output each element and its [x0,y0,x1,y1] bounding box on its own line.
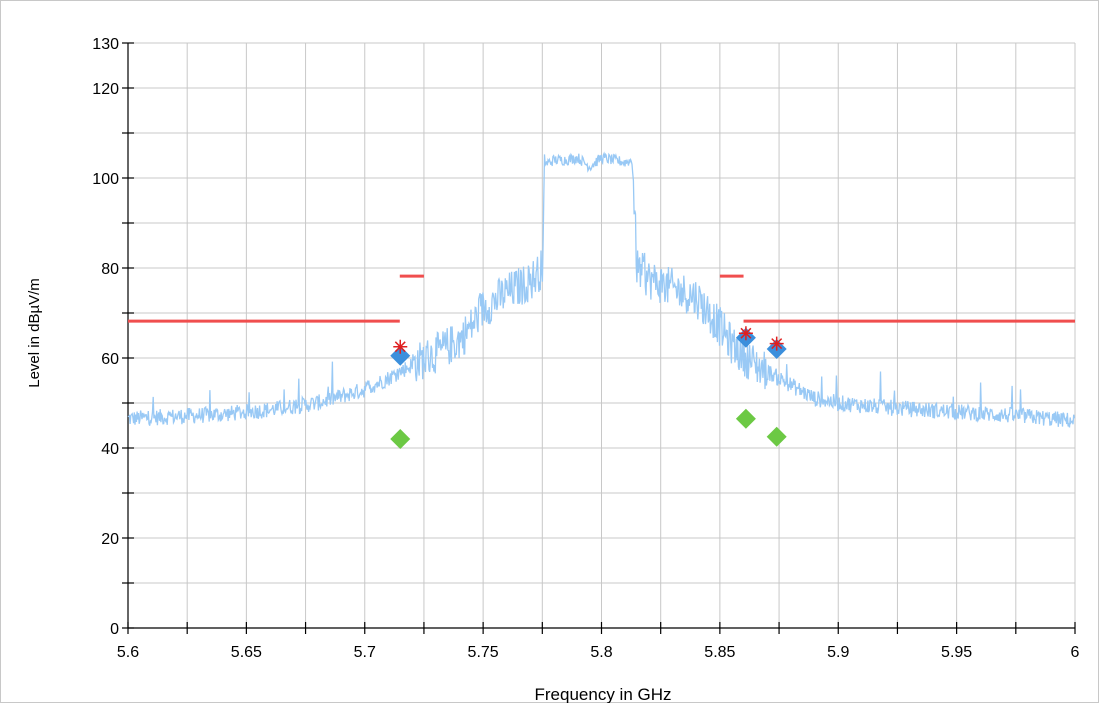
x-tick-label: 5.65 [231,644,262,661]
measurement-trace [127,151,1076,428]
y-tick-label: 130 [92,36,119,53]
x-tick-label: 5.6 [117,644,139,661]
diamond-marker [735,408,756,429]
tick-labels: 0 20 40 60 80 100 120 130 5.6 5.65 5.7 5.75 5.8 5.85 5… [92,36,1079,661]
x-tick-label: 5.95 [941,644,972,661]
y-tick-label: 60 [101,351,119,368]
x-tick-label: 5.7 [354,644,376,661]
x-tick-label: 5.8 [590,644,612,661]
y-axis-label: Level in dBµV/m [26,278,43,388]
x-tick-label: 5.85 [704,644,735,661]
asterisk-marker [393,339,408,354]
diamond-marker [766,426,787,447]
asterisk-marker [769,336,784,351]
y-tick-label: 0 [110,621,119,638]
x-tick-label: 5.9 [827,644,849,661]
y-tick-label: 80 [101,261,119,278]
markers-layer [390,326,787,449]
asterisk-stroke [740,327,752,339]
x-tick-label: 6 [1071,644,1080,661]
asterisk-marker [738,326,753,341]
limit-lines-layer [128,274,1075,323]
x-axis-label: Frequency in GHz [535,685,672,703]
asterisk-stroke [771,338,783,350]
axes [122,42,1076,634]
asterisk-stroke [394,341,406,353]
y-tick-label: 20 [101,531,119,548]
y-tick-label: 120 [92,81,119,98]
y-tick-label: 100 [92,171,119,188]
y-tick-label: 40 [101,441,119,458]
series-layer [127,151,1076,428]
x-tick-label: 5.75 [468,644,499,661]
diamond-marker [390,429,411,449]
